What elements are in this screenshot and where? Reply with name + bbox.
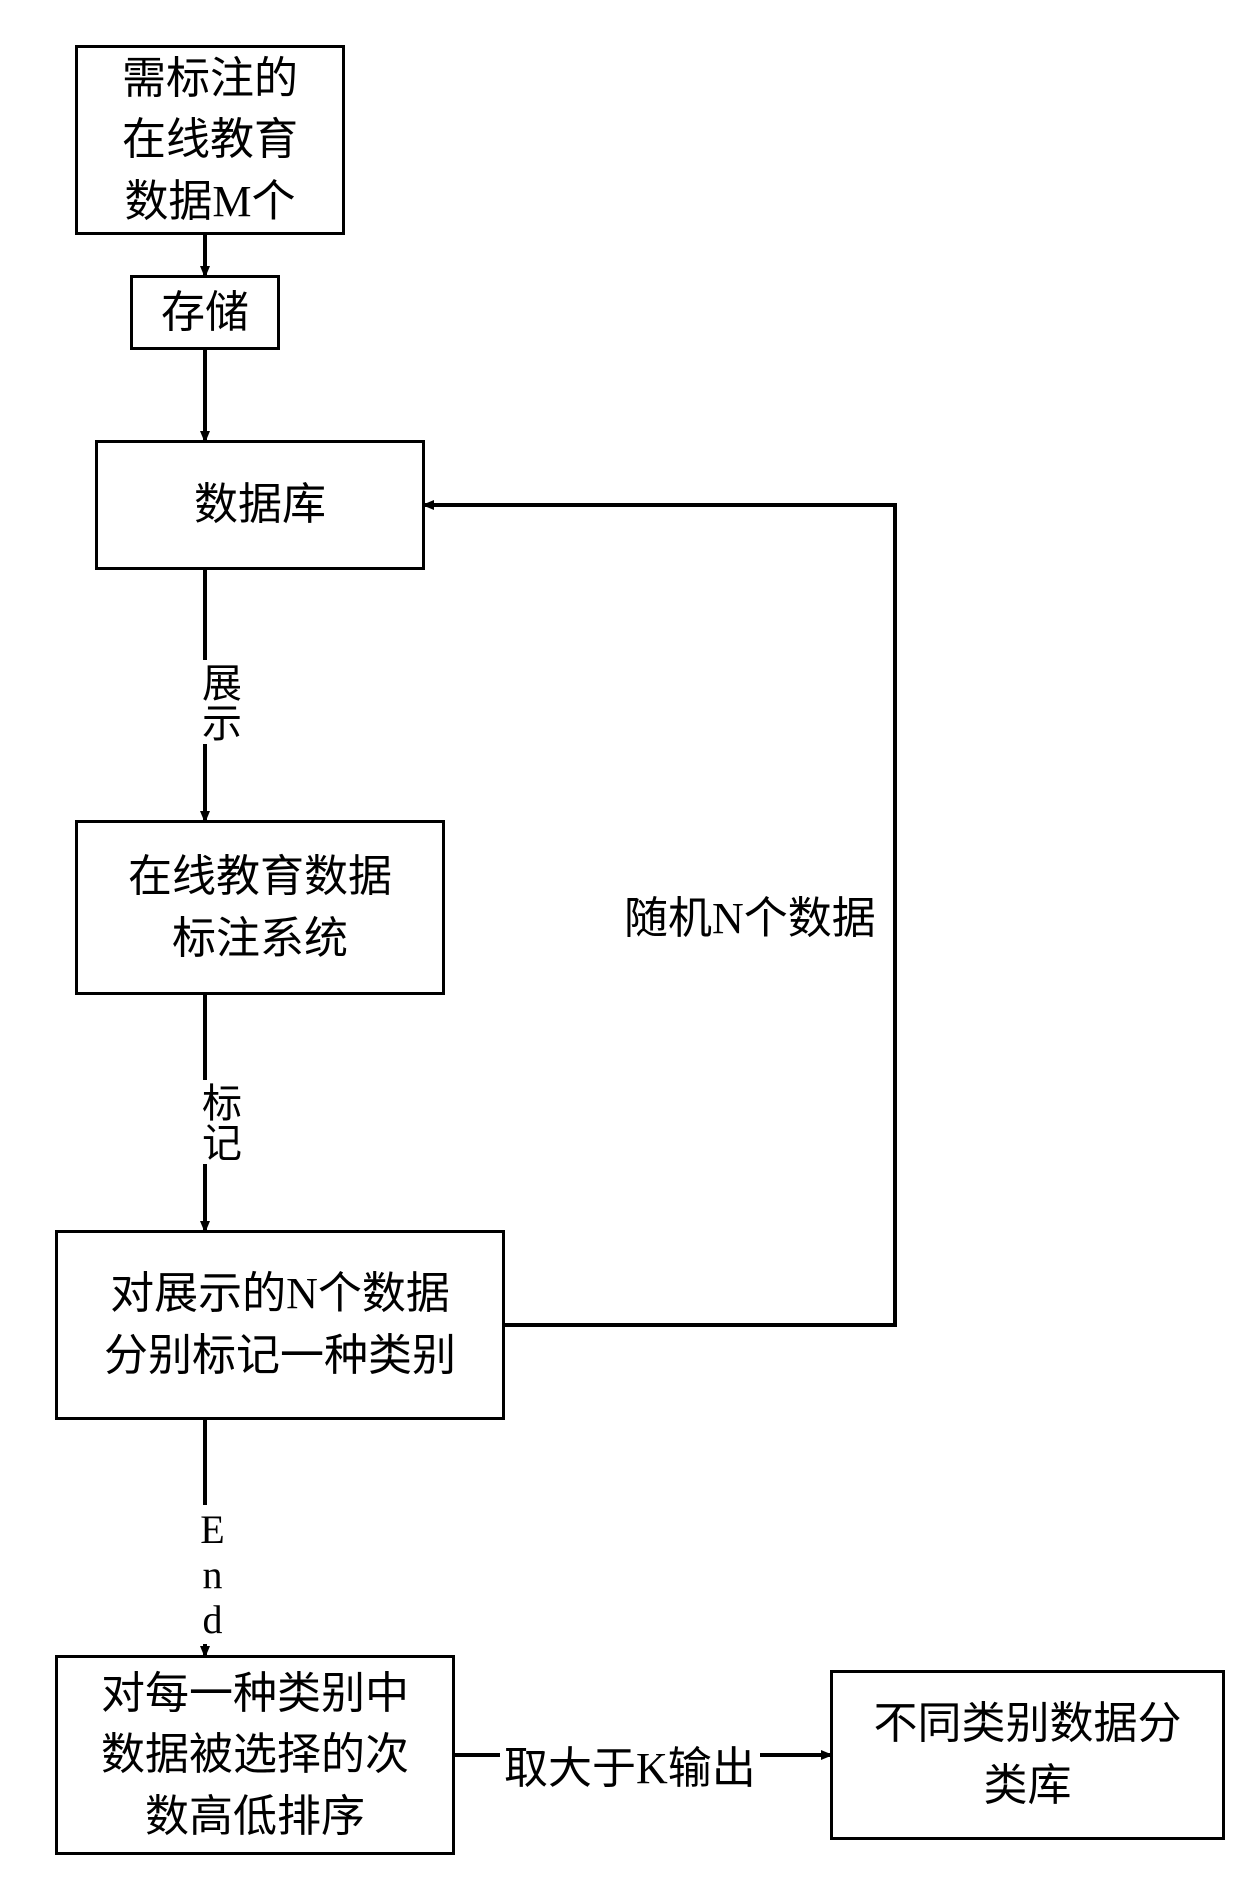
flowchart-node-n6: 对每一种类别中数据被选择的次数高低排序 [55, 1655, 455, 1855]
flowchart-node-n5: 对展示的N个数据分别标记一种类别 [55, 1230, 505, 1420]
flowchart-node-n2: 存储 [130, 275, 280, 350]
flowchart-node-n1: 需标注的在线教育数据M个 [75, 45, 345, 235]
flowchart-edge-label-2: 展示 [185, 660, 251, 744]
flowchart-edge-label-5: 随机N个数据 [620, 880, 880, 948]
flowchart-edge-label-3: 标记 [185, 1080, 251, 1164]
flowchart-edge-label-6: 取大于K输出 [500, 1730, 760, 1798]
flowchart-edge-label-4: End [185, 1505, 240, 1644]
flowchart-node-n3: 数据库 [95, 440, 425, 570]
flowchart-node-n4: 在线教育数据标注系统 [75, 820, 445, 995]
flowchart-node-n7: 不同类别数据分类库 [830, 1670, 1225, 1840]
